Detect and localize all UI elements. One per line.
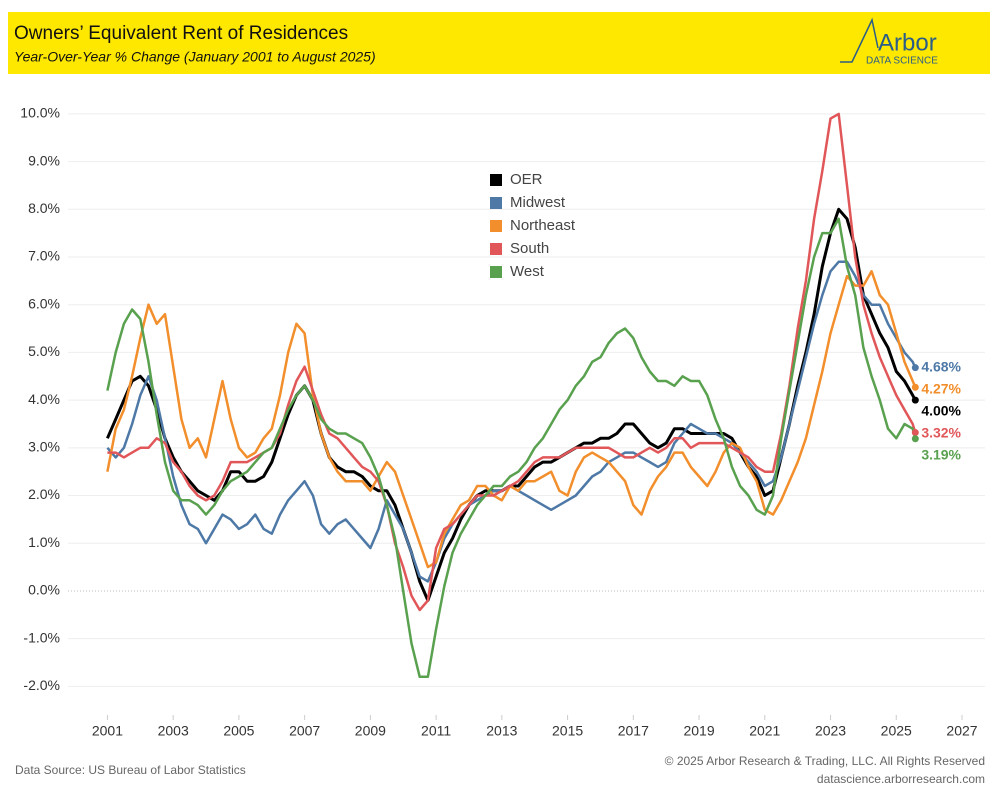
y-tick-label: 8.0% xyxy=(28,200,60,216)
source-note: Data Source: US Bureau of Labor Statisti… xyxy=(15,763,246,777)
x-tick-label: 2017 xyxy=(618,723,649,739)
y-tick-label: 6.0% xyxy=(28,295,60,311)
legend-swatch xyxy=(490,197,502,209)
legend-label: South xyxy=(510,240,549,257)
logo-mark xyxy=(840,17,879,63)
legend-swatch xyxy=(490,220,502,232)
y-tick-label: 5.0% xyxy=(28,343,60,359)
series-line xyxy=(106,217,917,679)
end-marker xyxy=(911,364,919,372)
end-marker xyxy=(911,429,919,437)
legend-swatch xyxy=(490,174,502,186)
end-label: 4.68% xyxy=(921,358,961,374)
end-marker xyxy=(911,383,919,391)
end-label: 3.19% xyxy=(921,446,961,462)
x-tick-label: 2027 xyxy=(946,723,977,739)
y-tick-label: 1.0% xyxy=(28,534,60,550)
legend-label: OER xyxy=(510,171,543,188)
x-tick-label: 2023 xyxy=(815,723,846,739)
chart-title: Owners’ Equivalent Rent of Residences xyxy=(14,23,348,44)
x-tick-label: 2015 xyxy=(552,723,583,739)
series-line xyxy=(106,270,917,569)
y-tick-label: -2.0% xyxy=(23,677,60,693)
end-label: 4.27% xyxy=(921,380,961,396)
x-tick-label: 2019 xyxy=(683,723,714,739)
copyright: © 2025 Arbor Research & Trading, LLC. Al… xyxy=(665,754,985,768)
x-tick-label: 2025 xyxy=(881,723,912,739)
legend-label: West xyxy=(510,263,545,280)
x-tick-label: 2003 xyxy=(158,723,189,739)
y-tick-label: 3.0% xyxy=(28,439,60,455)
x-tick-label: 2011 xyxy=(421,723,451,739)
x-tick-label: 2009 xyxy=(355,723,386,739)
logo-tagline: DATA SCIENCE xyxy=(866,56,938,67)
y-tick-label: 9.0% xyxy=(28,152,60,168)
x-tick-label: 2007 xyxy=(289,723,320,739)
y-tick-label: -1.0% xyxy=(23,629,60,645)
x-tick-label: 2013 xyxy=(486,723,517,739)
end-marker xyxy=(911,396,919,404)
legend-swatch xyxy=(490,266,502,278)
y-tick-label: 7.0% xyxy=(28,248,60,264)
header-band xyxy=(8,12,990,74)
y-tick-label: 2.0% xyxy=(28,486,60,502)
end-label: 3.32% xyxy=(921,424,961,440)
legend-label: Midwest xyxy=(510,194,566,211)
legend-label: Northeast xyxy=(510,217,576,234)
website: datascience.arborresearch.com xyxy=(817,772,985,786)
y-tick-label: 10.0% xyxy=(20,105,60,121)
end-marker xyxy=(911,435,919,443)
x-tick-label: 2001 xyxy=(92,723,123,739)
chart-subtitle: Year-Over-Year % Change (January 2001 to… xyxy=(14,49,376,65)
y-tick-label: 4.0% xyxy=(28,391,60,407)
legend-swatch xyxy=(490,243,502,255)
x-tick-label: 2021 xyxy=(749,723,780,739)
logo-text: Arbor xyxy=(878,29,937,56)
series-line xyxy=(106,260,917,583)
x-tick-label: 2005 xyxy=(223,723,254,739)
y-tick-label: 0.0% xyxy=(28,582,60,598)
end-label: 4.00% xyxy=(921,402,961,418)
